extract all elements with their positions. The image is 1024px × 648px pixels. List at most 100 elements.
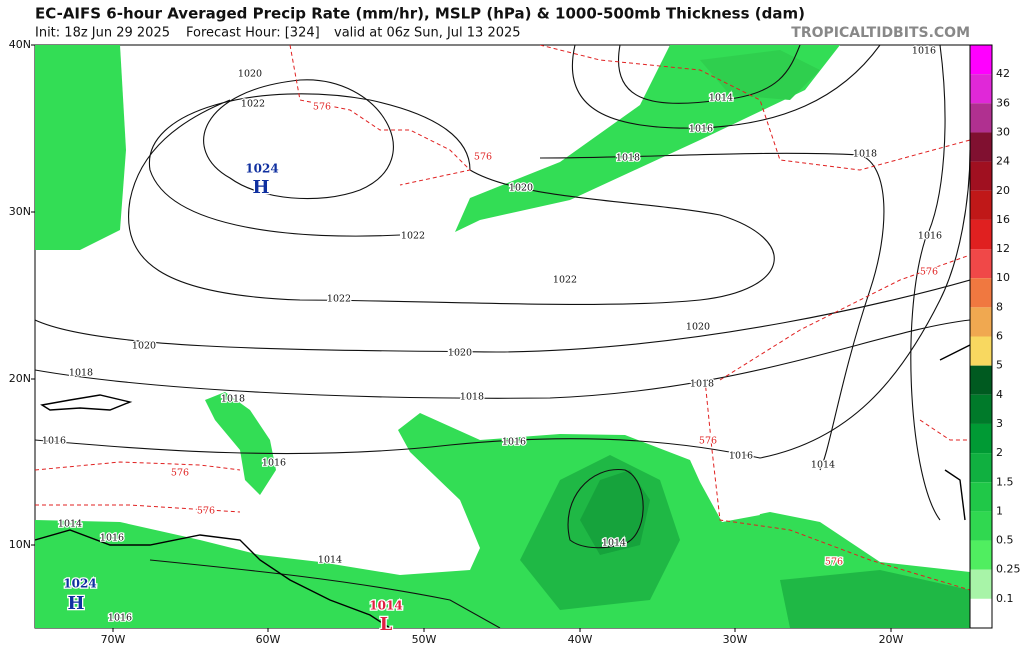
colorbar-cell <box>970 249 992 279</box>
isobar <box>203 79 394 200</box>
colorbar-label: 0.5 <box>996 534 1014 547</box>
thickness <box>35 45 970 591</box>
map-label: 1024 <box>245 162 278 176</box>
map-label: 1014 <box>811 460 835 471</box>
thickness-line <box>539 45 970 171</box>
map-label: 1018 <box>690 379 714 390</box>
colorbar-label: 30 <box>996 125 1010 138</box>
map-label: 1020 <box>448 348 472 359</box>
map-label: 1014 <box>369 599 402 613</box>
map-label: 1024 <box>63 577 96 591</box>
map-label: 1014 <box>58 519 82 530</box>
coastline <box>35 529 391 628</box>
colorbar-label: 16 <box>996 213 1010 226</box>
colorbar-cell <box>970 336 992 366</box>
colorbar-cell <box>970 365 992 395</box>
map-label: 1020 <box>686 322 710 333</box>
colorbar-cell <box>970 540 992 570</box>
colorbar-cell <box>970 45 992 75</box>
map-label: 1014 <box>709 93 733 104</box>
isobar <box>567 469 644 549</box>
map-label: 576 <box>474 152 492 163</box>
colorbar-cell <box>970 394 992 424</box>
colorbar-label: 36 <box>996 96 1010 109</box>
precip-area <box>35 413 970 628</box>
map-label: 1018 <box>221 394 245 405</box>
isobar <box>618 45 801 104</box>
thickness-line <box>919 419 970 441</box>
colorbar-cell <box>970 598 992 628</box>
colorbar-label: 6 <box>996 330 1003 343</box>
colorbar-cell <box>970 190 992 220</box>
isobar <box>539 152 885 471</box>
isobar <box>35 279 970 353</box>
thickness-line <box>35 504 241 513</box>
colorbar-cell <box>970 511 992 541</box>
longitude-label: 30W <box>723 633 748 646</box>
colorbar-label: 10 <box>996 271 1010 284</box>
colorbar-label: 1 <box>996 504 1003 517</box>
thickness-line <box>704 379 970 591</box>
colorbar-cell <box>970 103 992 133</box>
map-label: 1016 <box>689 124 713 135</box>
source: TROPICALTIDBITS.COM <box>791 25 970 41</box>
colorbar-label: 5 <box>996 359 1003 372</box>
map-label: 1022 <box>553 275 577 286</box>
precip-area <box>580 470 650 555</box>
map-label: H <box>252 177 269 198</box>
map-label: 1022 <box>401 231 425 242</box>
colorbar-label: 0.25 <box>996 563 1021 576</box>
colorbar-label: 20 <box>996 184 1010 197</box>
map-label: 1020 <box>509 183 533 194</box>
coastline <box>939 344 970 521</box>
colorbar-label: 0.1 <box>996 592 1014 605</box>
latitude-label: 10N <box>9 538 31 551</box>
colorbar-cell <box>970 453 992 483</box>
colorbar: 42 36 30 24 20 16 12 10 8 6 5 4 3 2 1.5 1 0.5 0.25 0.1 <box>969 44 1021 629</box>
precip-area <box>700 50 820 100</box>
colorbar-cell <box>970 423 992 454</box>
colorbar-cell <box>970 219 992 250</box>
map-label: 1018 <box>69 368 93 379</box>
colorbar-label: 4 <box>996 388 1003 401</box>
colorbar-cell <box>970 278 992 308</box>
colorbar-label: 42 <box>996 67 1010 80</box>
thickness-line <box>719 254 970 381</box>
colorbar-label: 8 <box>996 300 1003 313</box>
longitude-label: 20W <box>879 633 904 646</box>
precip-area <box>205 392 276 495</box>
colorbar-label: 1.5 <box>996 475 1014 488</box>
latitude-label: 40N <box>9 38 31 51</box>
map-label: 1016 <box>262 458 286 469</box>
map-label: H <box>67 593 84 614</box>
map-label: 1016 <box>729 451 753 462</box>
map-label: 1018 <box>460 392 484 403</box>
longitude-label: 50W <box>412 633 437 646</box>
coastline <box>40 394 133 411</box>
colorbar-label: 24 <box>996 155 1010 168</box>
colorbar-cell <box>970 74 992 104</box>
map-label: 576 <box>825 557 843 568</box>
colorbar-cell <box>970 482 992 512</box>
precip <box>35 45 970 628</box>
map-label: 576 <box>920 267 938 278</box>
valid-time: valid at 06z Sun, Jul 13 2025 <box>334 26 521 41</box>
latitude-label: 20N <box>9 372 31 385</box>
isobars <box>35 45 970 628</box>
map-label: 1016 <box>912 46 936 57</box>
map-label: 576 <box>197 506 215 517</box>
map-label: 576 <box>171 468 189 479</box>
map-area: 102010221024H576576102010221022102210201… <box>34 44 971 636</box>
isobar <box>910 45 946 521</box>
map-label: 1020 <box>238 69 262 80</box>
isobar <box>128 93 775 305</box>
precip-area <box>780 570 970 628</box>
colorbar-frame <box>969 44 993 629</box>
map-label: 1016 <box>502 437 526 448</box>
isobar <box>149 559 501 628</box>
init-time: Init: 18z Jun 29 2025 <box>35 26 170 41</box>
colorbar-cell <box>970 307 992 337</box>
map-label: 1016 <box>918 231 942 242</box>
